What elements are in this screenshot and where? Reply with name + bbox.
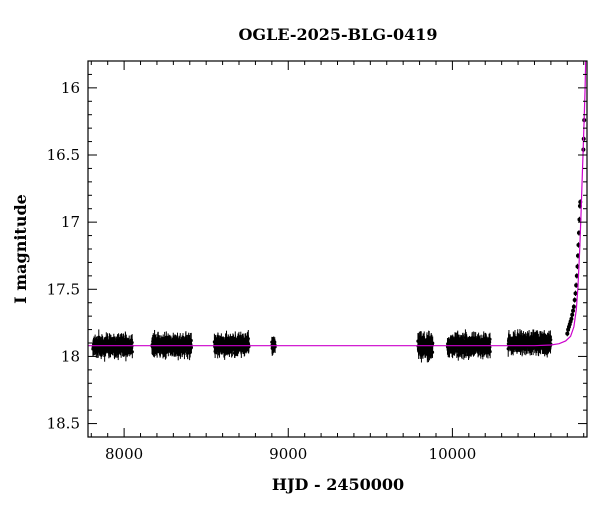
model-curve — [88, 61, 587, 347]
y-axis-label: I magnitude — [11, 194, 30, 304]
data-point — [430, 350, 435, 354]
plot-area — [88, 61, 587, 363]
axis-ticks: 8000 9000 10000 16 16.5 17 17.5 18 18.5 — [47, 60, 587, 463]
y-tick-label: 16.5 — [47, 146, 80, 164]
data-point — [189, 345, 194, 350]
rise-point — [571, 304, 576, 309]
rise-point — [565, 331, 570, 336]
rise-point — [573, 291, 578, 296]
rise-point — [569, 316, 574, 321]
rise-point — [571, 308, 576, 313]
y-tick-label: 18 — [61, 347, 80, 365]
data-group — [88, 61, 587, 363]
y-tick-label: 18.5 — [47, 415, 80, 433]
rise-point — [574, 273, 579, 278]
plot-frame — [87, 60, 588, 438]
x-axis-label: HJD - 2450000 — [272, 475, 404, 494]
data-point — [189, 338, 193, 343]
chart-title: OGLE-2025-BLG-0419 — [238, 25, 437, 44]
data-point — [431, 341, 435, 345]
data-point — [130, 350, 134, 354]
y-tick-label: 16 — [61, 79, 80, 97]
data-point — [130, 340, 134, 345]
rise-point — [570, 312, 575, 317]
y-tick-label: 17 — [61, 213, 80, 231]
rise-point — [572, 298, 577, 303]
y-tick-label: 17.5 — [47, 280, 80, 298]
data-point — [488, 337, 492, 341]
x-tick-label: 10000 — [429, 445, 477, 463]
x-tick-label: 8000 — [105, 445, 143, 463]
x-tick-label: 9000 — [269, 445, 307, 463]
rise-point — [574, 283, 579, 288]
data-point — [488, 350, 492, 354]
